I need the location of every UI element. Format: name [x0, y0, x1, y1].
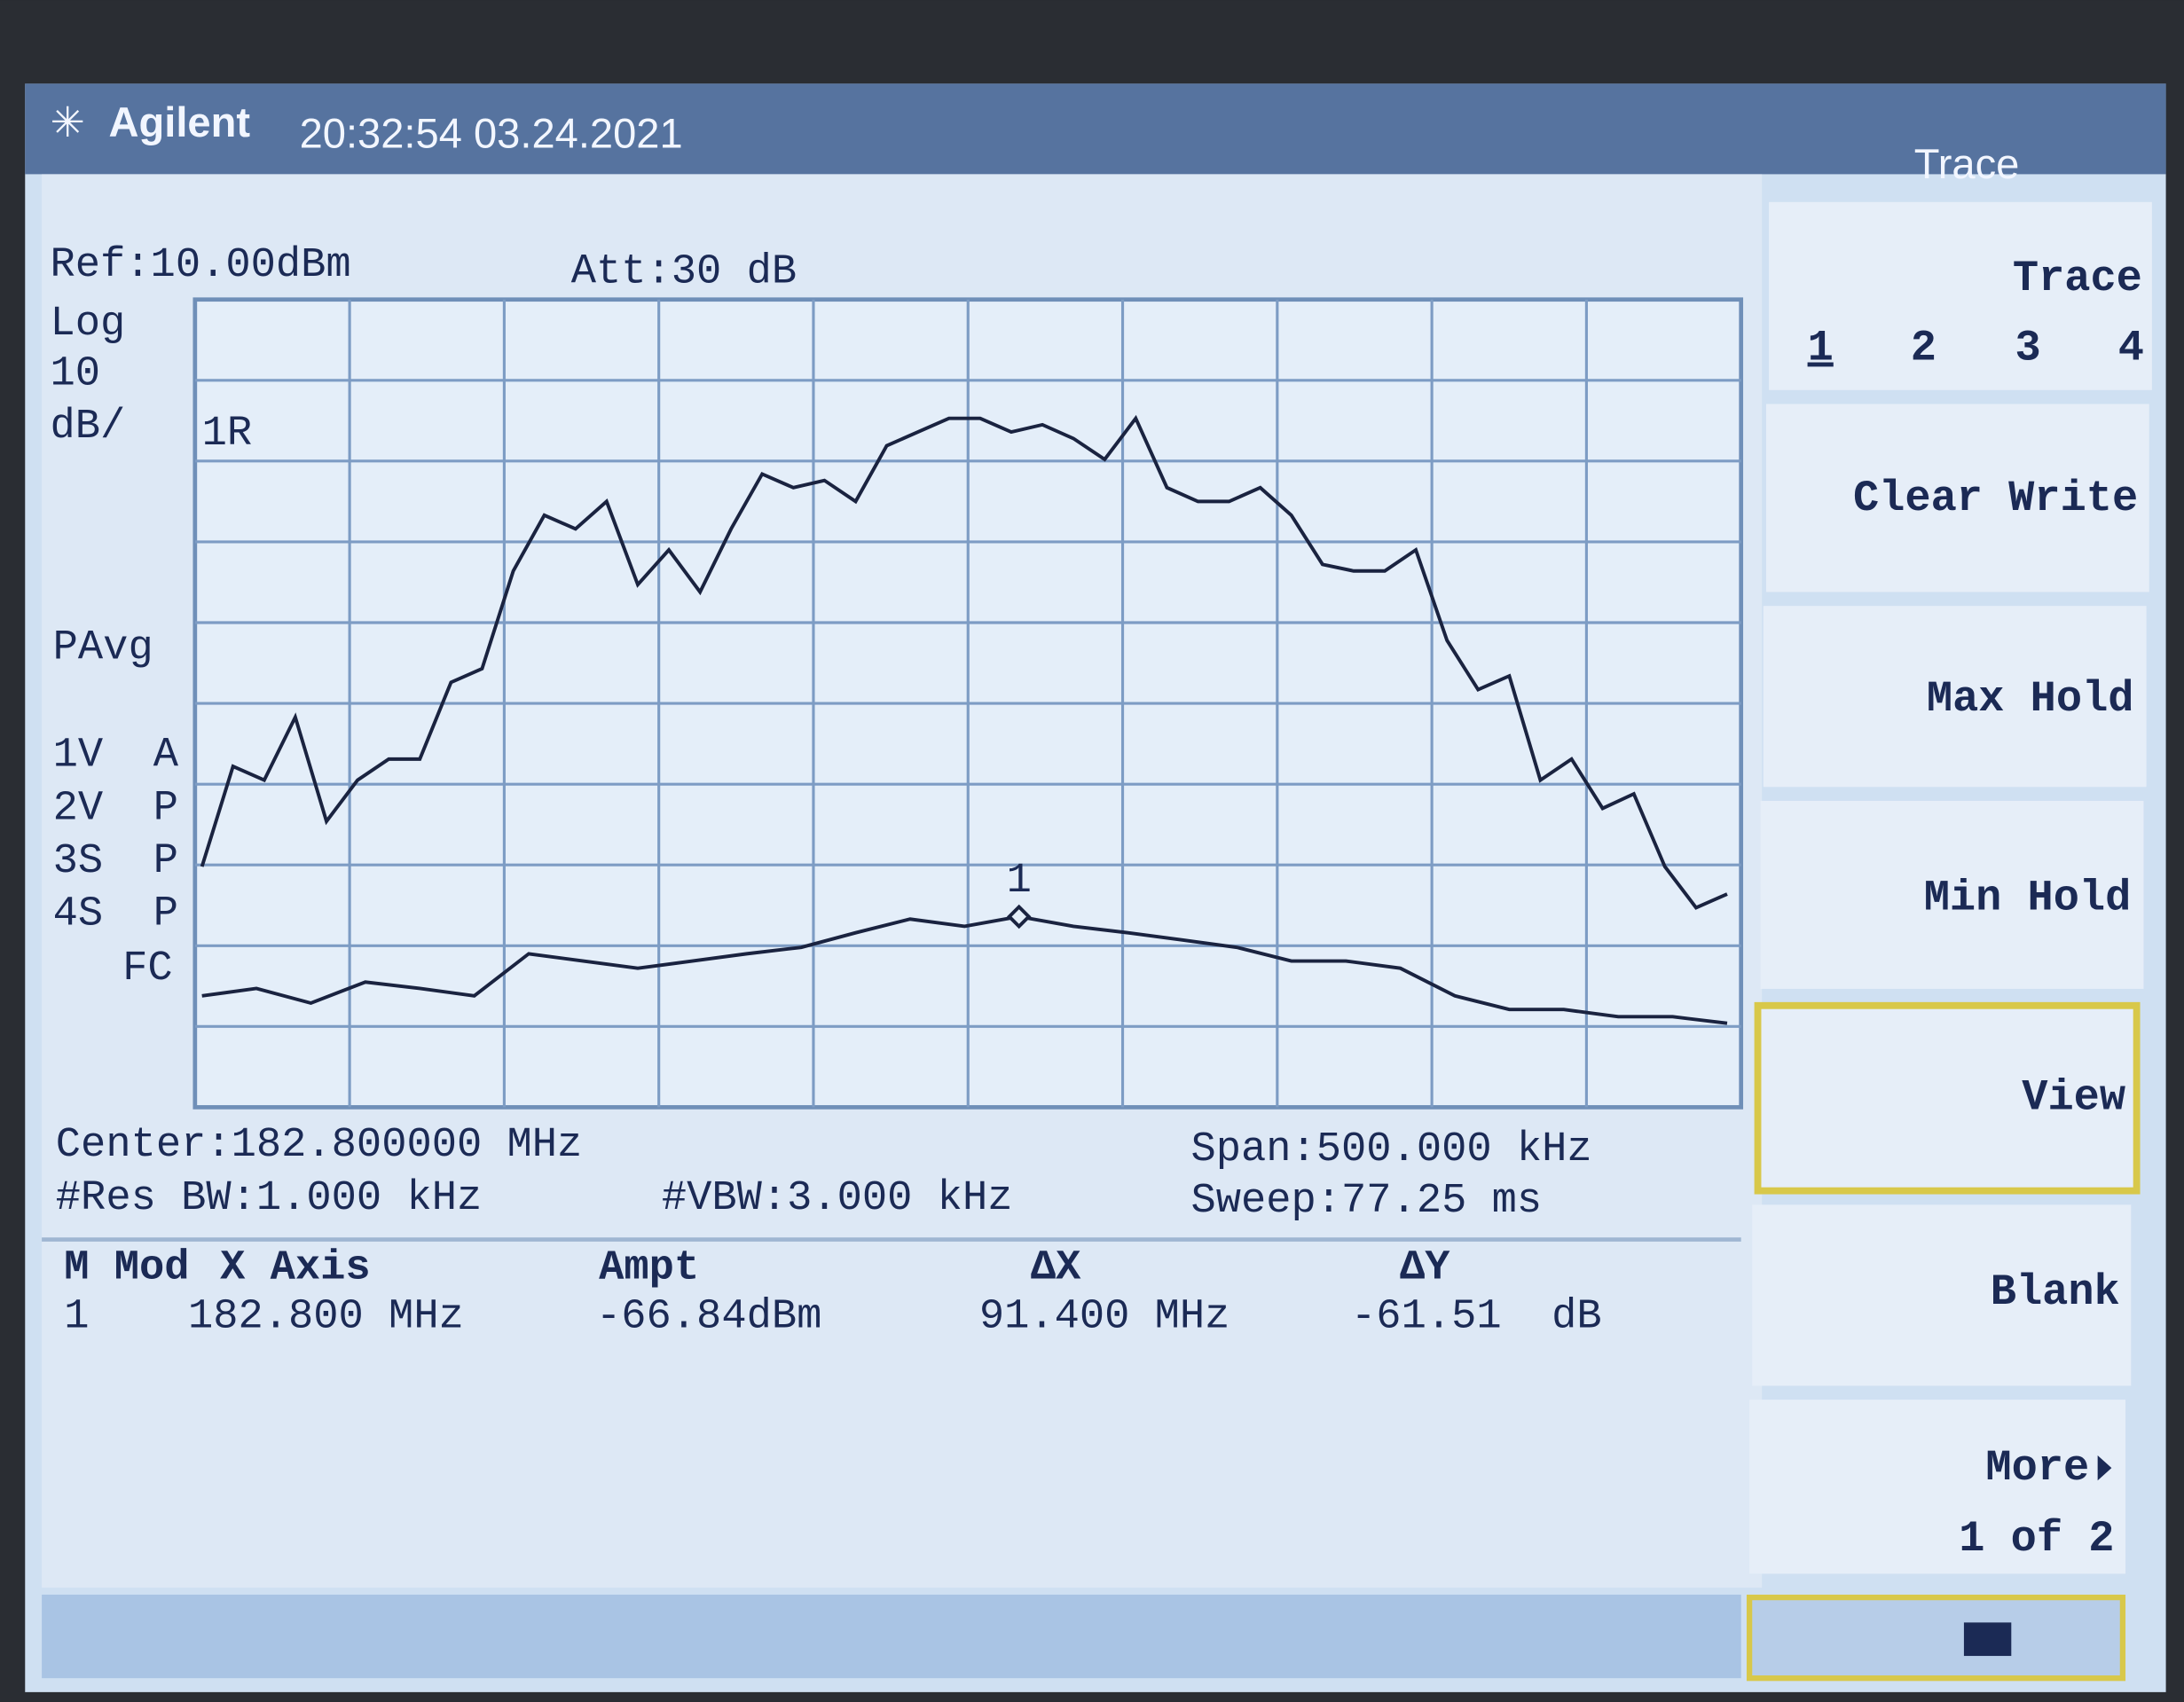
- status-icon-box: [1746, 1594, 2126, 1682]
- softkey[interactable]: [1752, 1204, 2132, 1386]
- fc: FC: [122, 945, 173, 992]
- trace: [200, 414, 1728, 910]
- trace-number[interactable]: 2: [1911, 324, 1937, 373]
- datetime: 20:32:54 03.24.2021: [300, 109, 683, 156]
- ref-level: Ref:10.00dBm: [51, 242, 351, 289]
- trace-state: 4S P: [53, 891, 178, 938]
- table-cell: 91.400 MHz: [979, 1293, 1230, 1340]
- detector: PAvg: [53, 625, 153, 672]
- table-cell: 1: [64, 1293, 89, 1340]
- trace-number[interactable]: 4: [2118, 324, 2144, 373]
- attenuation: Att:30 dB: [571, 249, 797, 296]
- vbw: #VBW:3.000 kHz: [662, 1175, 1013, 1222]
- softkey-label: More: [1985, 1443, 2089, 1493]
- softkey-label: Trace: [2013, 254, 2142, 303]
- rbw: #Res BW:1.000 kHz: [56, 1175, 482, 1222]
- sweep: Sweep:77.25 ms: [1190, 1178, 1542, 1225]
- softkey[interactable]: [1763, 606, 2147, 788]
- softkey-label: Clear Write: [1853, 474, 2138, 523]
- softkey-label: View: [2022, 1072, 2125, 1122]
- table-header: ΔY: [1400, 1244, 1450, 1291]
- more-page: 1 of 2: [1959, 1514, 2114, 1564]
- center-freq: Center:182.800000 MHz: [56, 1122, 582, 1169]
- status-bar: [42, 1594, 1741, 1679]
- softkey-title: Trace: [1914, 140, 2020, 187]
- logo: ✳: [51, 98, 85, 145]
- softkey[interactable]: [1765, 404, 2149, 592]
- scale-type: Log: [51, 301, 126, 348]
- table-cell: 182.800 MHz: [188, 1293, 464, 1340]
- softkey-panel: Trace 1 2 3 4 Clear Write Max Hold Min H…: [1746, 201, 2152, 1682]
- table-cell: -66.84dBm: [596, 1293, 821, 1340]
- brand: Agilent: [108, 98, 250, 145]
- scale-value: 10: [51, 350, 101, 397]
- marker-label: 1: [1007, 858, 1032, 905]
- table-header: Ampt: [599, 1244, 699, 1291]
- header-bar: [25, 83, 2166, 175]
- scale-unit: dB/: [51, 404, 126, 451]
- softkey-label: Blank: [1991, 1267, 2120, 1317]
- trace-number[interactable]: 3: [2015, 324, 2041, 373]
- trace-state: 3S P: [53, 838, 178, 885]
- softkey[interactable]: [1749, 1400, 2126, 1574]
- trace-state: 1V A: [53, 733, 179, 780]
- marker: [1006, 904, 1032, 929]
- trace-number[interactable]: 1: [1808, 324, 1834, 373]
- softkey[interactable]: [1760, 800, 2144, 989]
- status-icon: [1963, 1622, 2012, 1657]
- table-header: X Axis: [220, 1244, 371, 1291]
- ref-marker: 1R: [202, 411, 253, 458]
- softkey-label: Max Hold: [1927, 674, 2134, 724]
- softkey[interactable]: [1769, 201, 2152, 390]
- softkey-label: Min Hold: [1924, 874, 2132, 923]
- softkey[interactable]: [1754, 1001, 2141, 1195]
- trace-state: 2V P: [53, 785, 178, 832]
- table-cell: -61.51 dB: [1351, 1293, 1602, 1340]
- table-header: ΔX: [1031, 1244, 1081, 1291]
- span: Span:500.000 kHz: [1190, 1126, 1591, 1173]
- table-header: M Mod: [64, 1244, 189, 1291]
- more-arrow: [2097, 1455, 2112, 1481]
- trace: [201, 914, 1728, 1025]
